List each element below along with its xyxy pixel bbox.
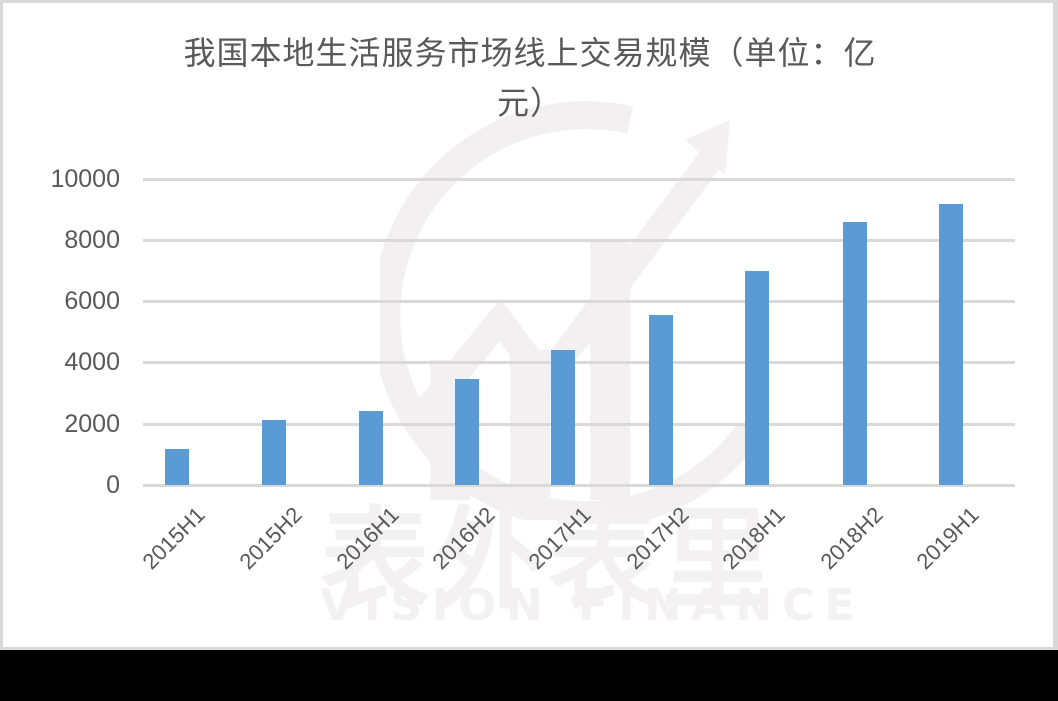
bar-2015H1 [165,449,189,485]
bar-2017H2 [649,315,673,485]
x-tick-label: 2015H1 [137,502,210,575]
plot-area: 10000 8000 6000 4000 2000 0 2015H1 2015H… [50,165,1015,575]
gridline-6000 [143,300,1015,303]
x-tick-label: 2015H2 [234,502,307,575]
x-tick-label: 2018H2 [815,502,888,575]
y-tick-label: 4000 [64,348,120,376]
gridline-2000 [143,423,1015,426]
x-tick-label: 2017H1 [523,502,596,575]
x-tick-label: 2016H1 [331,502,404,575]
bar-2016H2 [455,379,479,485]
gridline-4000 [143,361,1015,364]
bar-2019H1 [939,204,963,485]
bar-2017H1 [551,350,575,485]
y-tick-label: 2000 [64,410,120,438]
chart-title: 我国本地生活服务市场线上交易规模（单位：亿 元） [100,28,960,128]
bar-2018H1 [745,271,769,485]
y-tick-label: 0 [106,471,120,499]
y-tick-label: 8000 [64,226,120,254]
bar-2018H2 [843,222,867,485]
gridline-10000 [143,178,1015,181]
y-tick-label: 10000 [50,165,120,193]
y-tick-label: 6000 [64,287,120,315]
gridline-8000 [143,239,1015,242]
chart-title-line-2: 元） [496,84,563,122]
x-tick-label: 2016H2 [427,502,500,575]
chart-title-line-1: 我国本地生活服务市场线上交易规模（单位：亿 [183,34,877,72]
bar-2016H1 [359,411,383,485]
x-tick-label: 2019H1 [911,502,984,575]
bar-2015H2 [262,420,286,485]
x-axis-line [143,484,1015,487]
x-tick-label: 2017H2 [621,502,694,575]
x-tick-label: 2018H1 [717,502,790,575]
